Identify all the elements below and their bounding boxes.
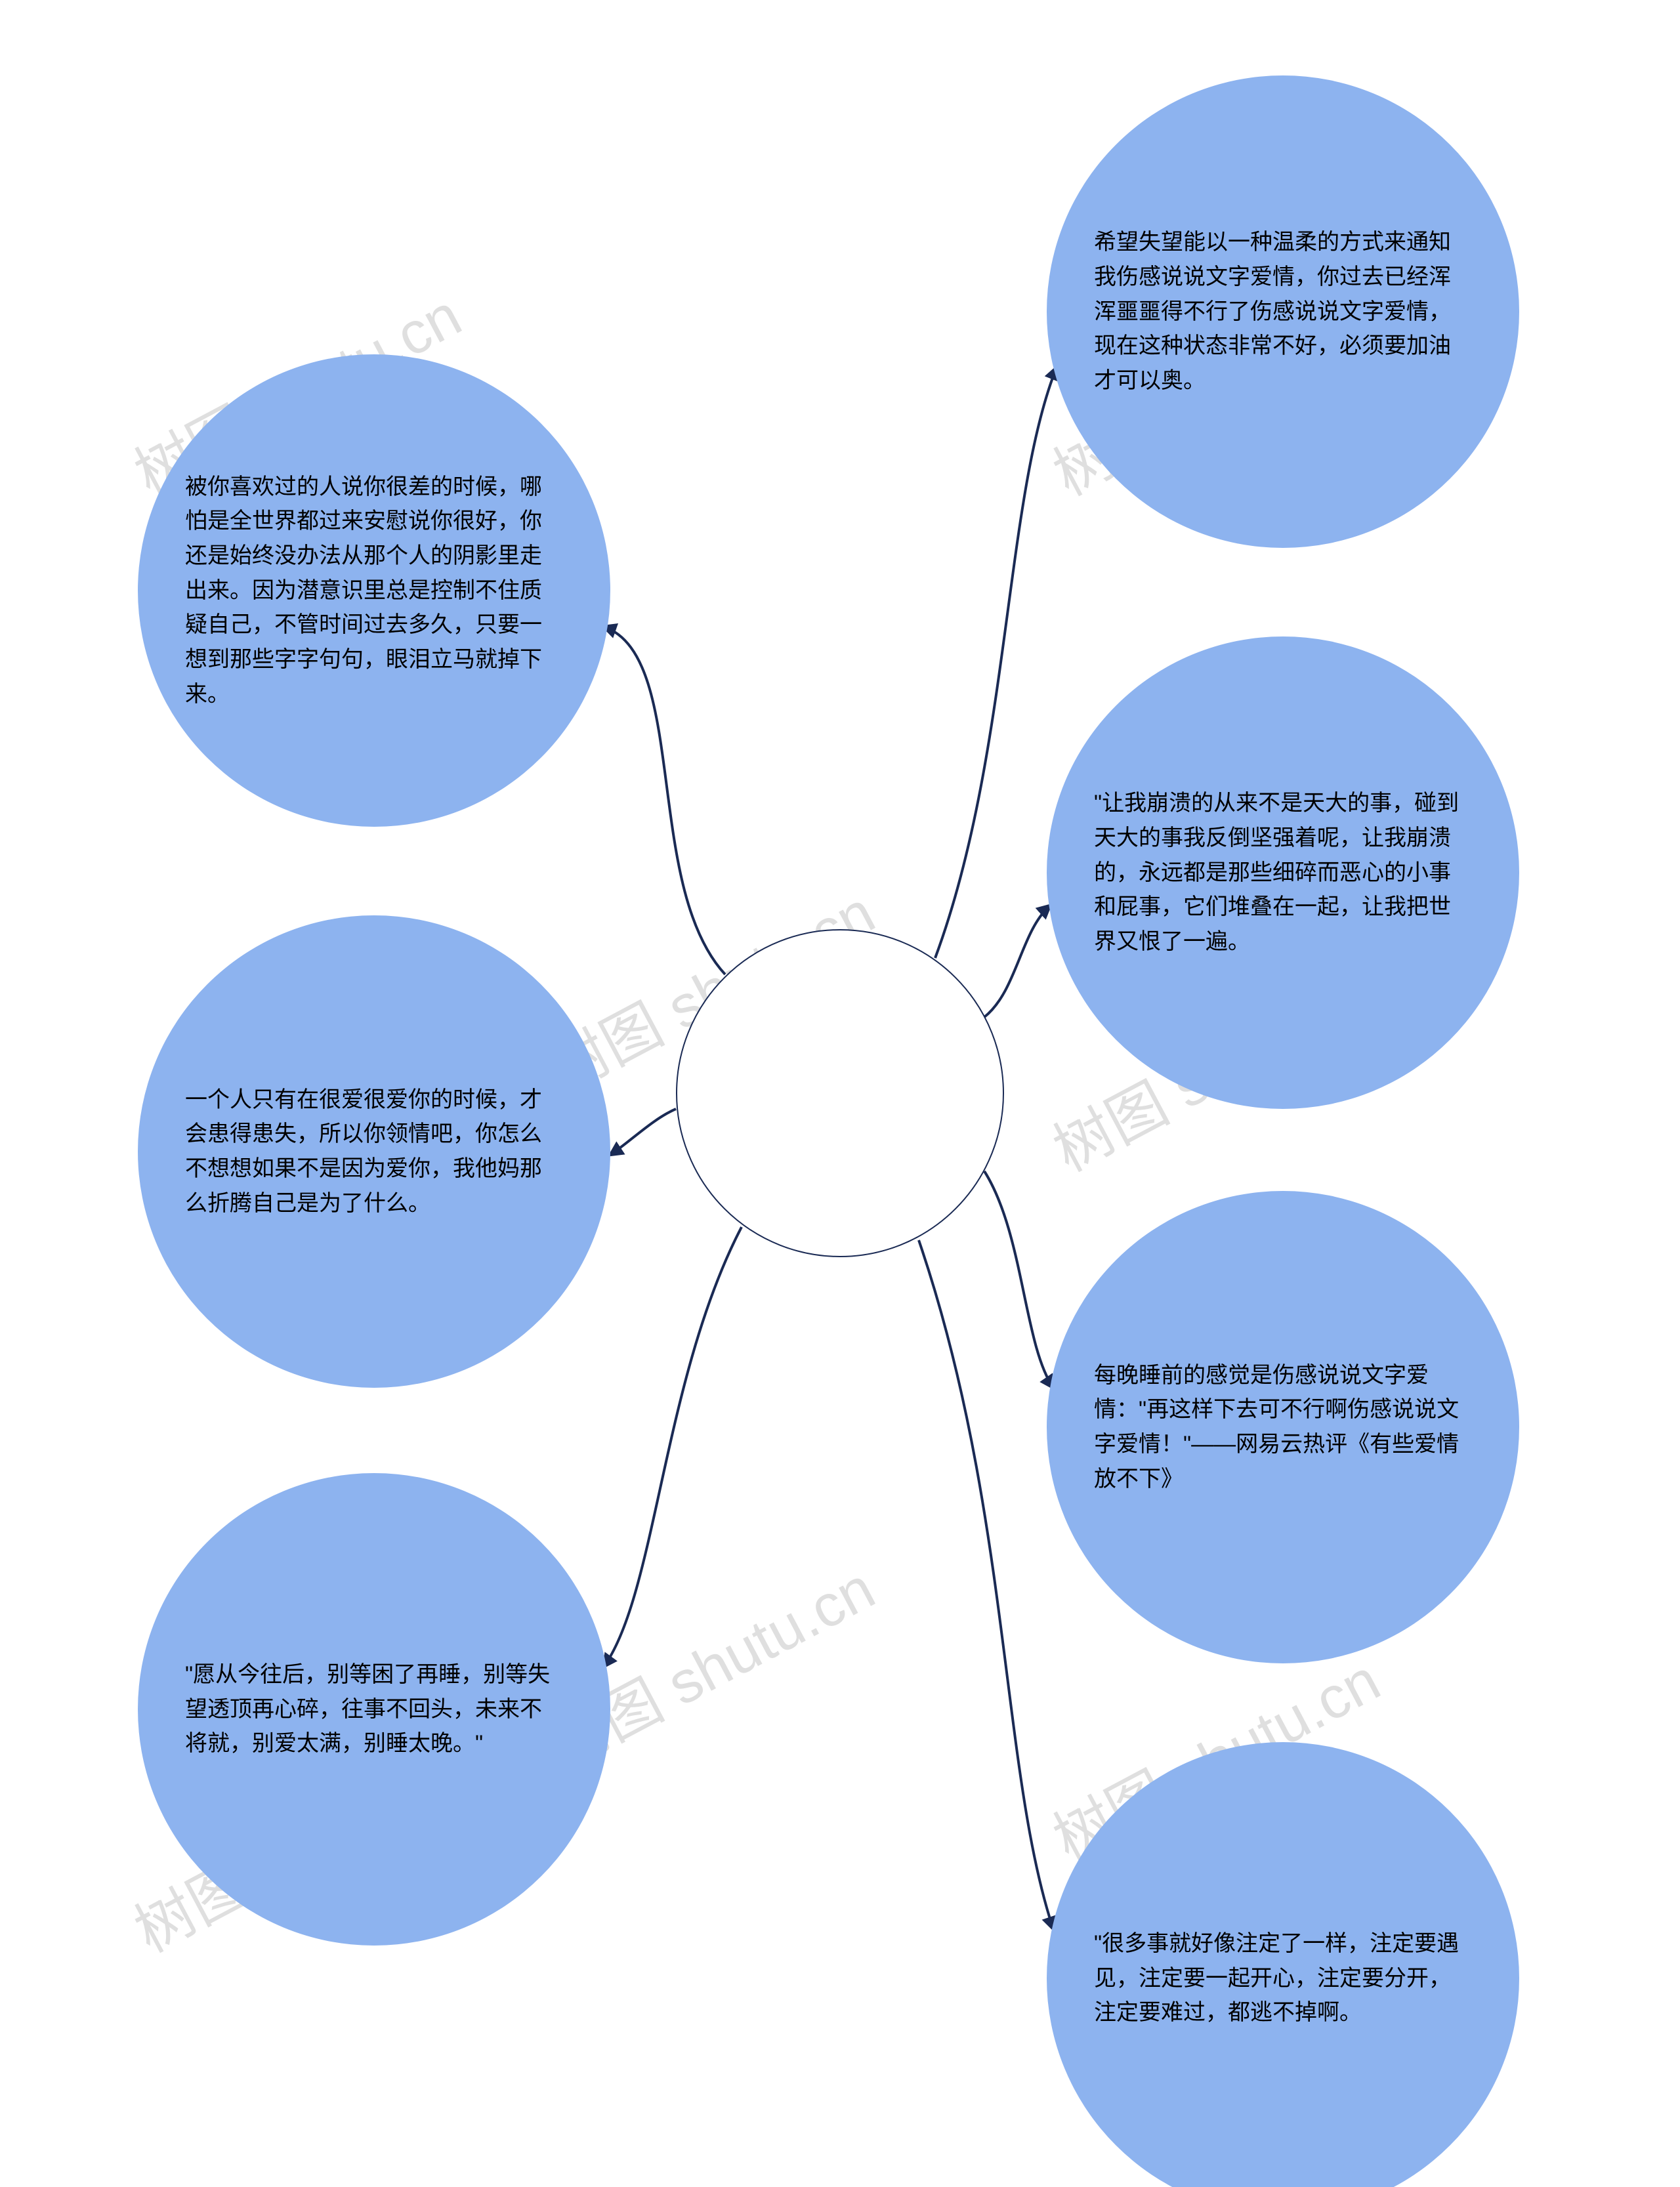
mindmap-node: "让我崩溃的从来不是天大的事，碰到天大的事我反倒坚强着呢，让我崩溃的，永远都是那…: [1047, 636, 1519, 1109]
edge: [610, 1109, 676, 1155]
edge: [604, 1227, 742, 1667]
mindmap-node: "愿从今往后，别等困了再睡，别等失望透顶再心碎，往事不回头，未来不将就，别爱太满…: [138, 1473, 610, 1946]
node-label: 每晚睡前的感觉是伤感说说文字爱情："再这样下去可不行啊伤感说说文字爱情！"——网…: [1094, 1358, 1472, 1497]
center-node: [676, 929, 1004, 1257]
node-label: 希望失望能以一种温柔的方式来通知我伤感说说文字爱情，你过去已经浑浑噩噩得不行了伤…: [1094, 225, 1472, 398]
mindmap-node: 被你喜欢过的人说你很差的时候，哪怕是全世界都过来安慰说你很好，你还是始终没办法从…: [138, 354, 610, 827]
edge: [604, 627, 725, 974]
edge: [919, 1240, 1053, 1929]
mindmap-node: 一个人只有在很爱很爱你的时候，才会患得患失，所以你领情吧，你怎么不想想如果不是因…: [138, 915, 610, 1388]
mindmap-canvas: 树图 shutu.cn 树图 shutu.cn 树图 shutu.cn 树图 s…: [0, 0, 1680, 2187]
node-label: 被你喜欢过的人说你很差的时候，哪怕是全世界都过来安慰说你很好，你还是始终没办法从…: [185, 470, 563, 712]
edge: [984, 906, 1050, 1017]
node-label: "愿从今往后，别等困了再睡，别等失望透顶再心碎，往事不回头，未来不将就，别爱太满…: [185, 1657, 563, 1761]
mindmap-node: "很多事就好像注定了一样，注定要遇见，注定要一起开心，注定要分开，注定要难过，都…: [1047, 1742, 1519, 2187]
mindmap-node: 每晚睡前的感觉是伤感说说文字爱情："再这样下去可不行啊伤感说说文字爱情！"——网…: [1047, 1191, 1519, 1663]
node-label: "让我崩溃的从来不是天大的事，碰到天大的事我反倒坚强着呢，让我崩溃的，永远都是那…: [1094, 786, 1472, 959]
mindmap-node: 希望失望能以一种温柔的方式来通知我伤感说说文字爱情，你过去已经浑浑噩噩得不行了伤…: [1047, 75, 1519, 548]
node-label: 一个人只有在很爱很爱你的时候，才会患得患失，所以你领情吧，你怎么不想想如果不是因…: [185, 1083, 563, 1221]
edge: [984, 1171, 1053, 1388]
node-label: "很多事就好像注定了一样，注定要遇见，注定要一起开心，注定要分开，注定要难过，都…: [1094, 1927, 1472, 2030]
edge: [935, 367, 1057, 958]
